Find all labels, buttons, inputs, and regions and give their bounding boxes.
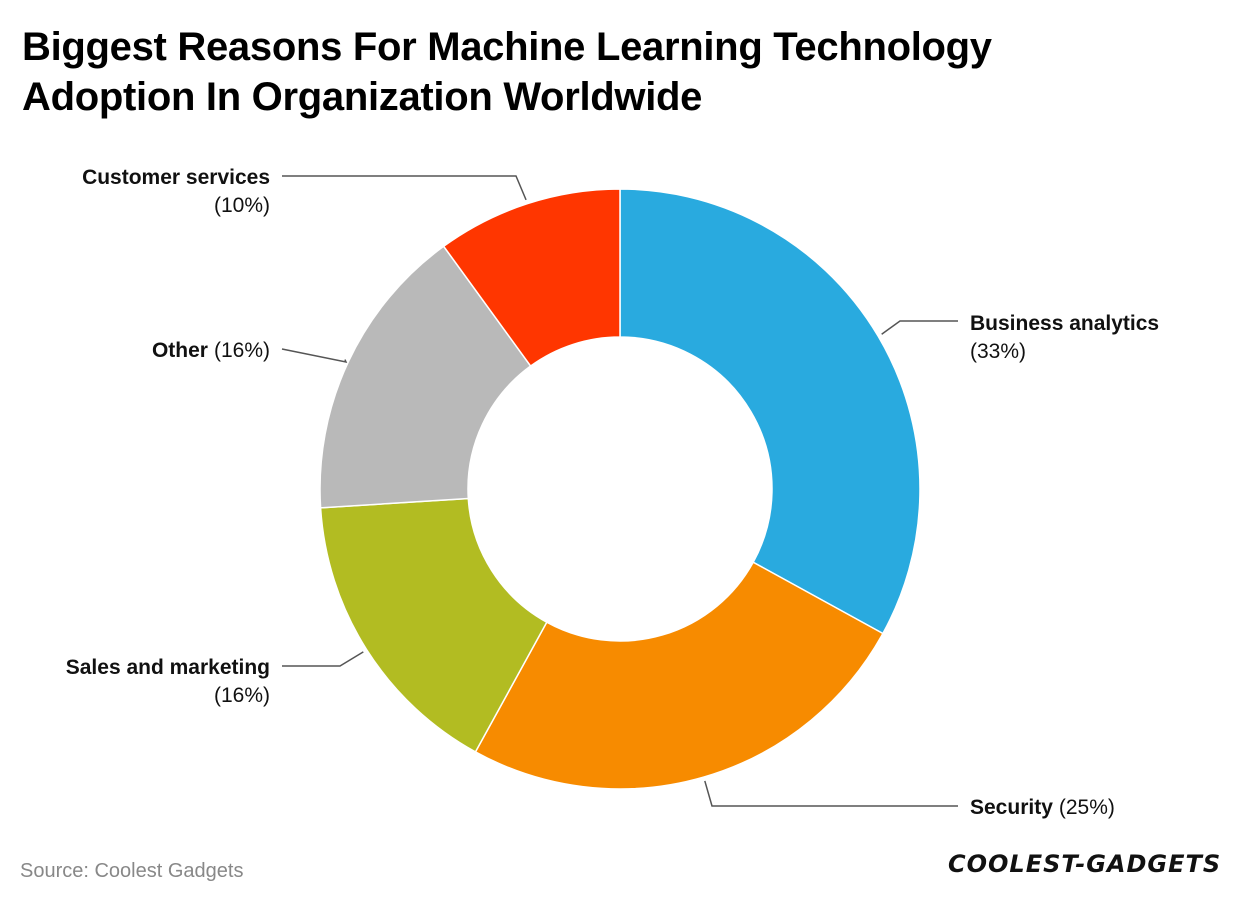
brand-logo: COOLEST-GADGETS (948, 850, 1222, 878)
slice-label-security: Security (25%) (970, 796, 1115, 819)
leader-line-customer-services (282, 175, 527, 201)
leader-line-other (281, 348, 348, 364)
slice-value-business-analytics: (33%) (970, 340, 1026, 363)
slice-label-business-analytics: Business analytics (33%) (970, 312, 1159, 363)
slice-name-business-analytics: Business analytics (970, 312, 1159, 335)
source-note: Source: Coolest Gadgets (20, 860, 244, 882)
slice-value-security: (25%) (1059, 796, 1115, 819)
leader-line-sales-and-marketing (282, 651, 364, 667)
chart-title-line-2: Adoption In Organization Worldwide (22, 75, 703, 119)
slice-value-sales-and-marketing: (16%) (214, 684, 270, 707)
slice-security (474, 561, 884, 790)
chart-title: Biggest Reasons For Machine Learning Tec… (22, 22, 1202, 122)
slice-value-other: (16%) (214, 339, 270, 362)
slice-customer-services (442, 188, 621, 368)
leader-line-security (704, 780, 958, 807)
slice-value-customer-services: (10%) (214, 194, 270, 217)
slice-name-customer-services: Customer services (82, 166, 270, 189)
slice-label-sales-and-marketing: Sales and marketing (16%) (66, 656, 270, 707)
slice-name-sales-and-marketing: Sales and marketing (66, 656, 270, 679)
leader-line-business-analytics (881, 320, 958, 335)
chart-title-line-1: Biggest Reasons For Machine Learning Tec… (22, 25, 992, 69)
slice-business-analytics (619, 188, 921, 635)
slice-sales-and-marketing (319, 497, 548, 753)
slice-label-customer-services: Customer services (10%) (82, 166, 270, 217)
slice-name-other: Other (152, 339, 208, 362)
slice-label-other: Other (16%) (152, 339, 270, 362)
slice-other (319, 245, 532, 509)
slice-name-security: Security (970, 796, 1053, 819)
